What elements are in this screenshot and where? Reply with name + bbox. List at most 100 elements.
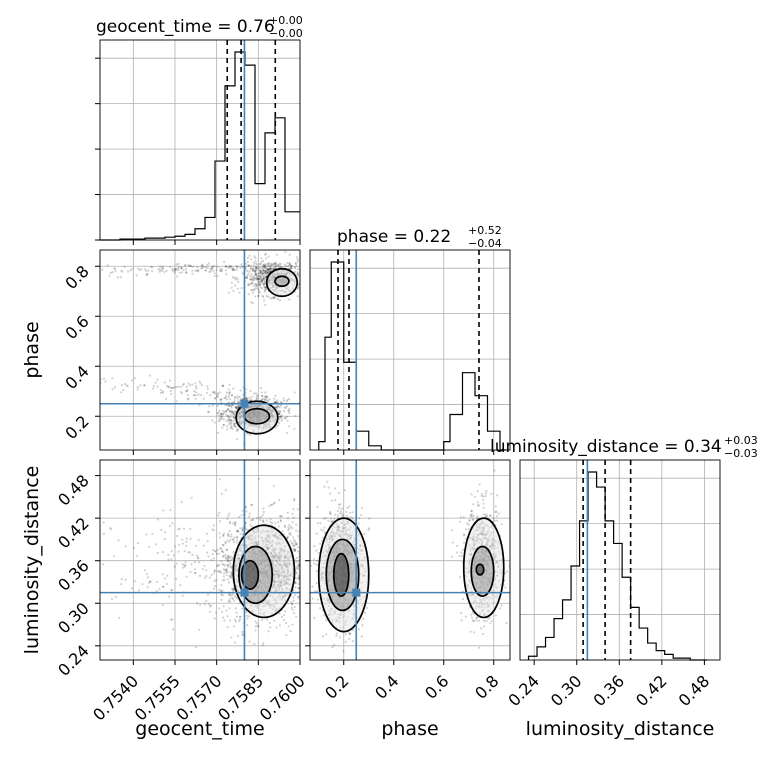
sample-point [235, 536, 239, 540]
sample-point [239, 532, 242, 536]
sample-point [323, 614, 326, 617]
sample-point [269, 268, 272, 272]
sample-point [352, 628, 355, 631]
sample-point [358, 517, 361, 520]
sample-point [259, 269, 263, 272]
sample-point [218, 511, 221, 514]
sample-point [239, 615, 242, 618]
sample-point [119, 276, 122, 279]
sample-point [315, 570, 318, 573]
sample-point [224, 265, 227, 268]
sample-point [190, 563, 193, 566]
sample-point [173, 386, 176, 389]
sample-point [225, 425, 228, 428]
sample-point [234, 521, 237, 524]
sample-point [271, 264, 274, 267]
sample-point [202, 397, 205, 400]
sample-point [234, 406, 238, 409]
sample-point [361, 624, 364, 627]
sample-point [278, 422, 281, 425]
sample-point [132, 547, 135, 550]
sample-point [246, 617, 249, 620]
sample-point [224, 489, 227, 492]
sample-point [289, 533, 292, 537]
sample-point [171, 618, 174, 621]
sample-point [301, 595, 303, 597]
sample-point [261, 278, 264, 281]
sample-point [272, 263, 275, 266]
sample-point [329, 513, 332, 516]
sample-point [297, 286, 300, 289]
sample-point [225, 569, 228, 572]
sample-point [162, 585, 165, 588]
sample-point [239, 527, 242, 530]
sample-point [254, 287, 257, 290]
sample-point [120, 583, 123, 586]
sample-point [102, 377, 106, 380]
sample-point [232, 625, 236, 628]
sample-point [315, 563, 319, 566]
sample-point [222, 555, 225, 558]
sample-point [261, 519, 264, 522]
sample-point [210, 268, 213, 271]
sample-point [331, 645, 334, 649]
sample-point [233, 425, 236, 428]
sample-point [245, 510, 248, 513]
contour-line [274, 275, 290, 288]
x-tick-label: 0.7540 [89, 671, 142, 724]
sample-point [257, 477, 260, 480]
sample-point [259, 271, 262, 274]
sample-point [213, 272, 216, 275]
sample-point [258, 277, 261, 280]
sample-point [292, 536, 295, 539]
sample-point [263, 281, 266, 284]
sample-point [296, 258, 299, 261]
sample-point [267, 268, 270, 271]
sample-point [311, 575, 313, 577]
sample-point [225, 410, 228, 413]
sample-point [261, 395, 264, 398]
sample-point [219, 571, 222, 574]
sample-point [238, 515, 241, 519]
sample-point [284, 417, 287, 420]
sample-point [259, 275, 262, 279]
sample-point [92, 546, 94, 548]
sample-point [229, 576, 233, 579]
sample-point [146, 586, 149, 589]
sample-point [255, 398, 258, 401]
sample-point [216, 265, 219, 268]
sample-point [217, 552, 221, 555]
sample-point [288, 253, 291, 256]
sample-point [266, 268, 269, 271]
sample-point [120, 269, 123, 272]
sample-point [213, 275, 216, 278]
sample-point [165, 384, 169, 388]
sample-point [212, 391, 215, 394]
sample-point [368, 517, 371, 520]
sample-point [210, 558, 213, 562]
sample-point [222, 533, 225, 537]
sample-point [268, 267, 271, 270]
sample-point [230, 535, 233, 538]
sample-point [327, 519, 330, 522]
sample-point [211, 265, 214, 268]
sample-point [210, 573, 213, 577]
sample-point [184, 264, 187, 267]
sample-point [163, 270, 166, 273]
sample-point [277, 412, 280, 415]
sample-point [262, 520, 265, 523]
sample-point [293, 427, 296, 430]
hist-bar [656, 651, 665, 660]
sample-point [274, 394, 277, 397]
sample-point [301, 584, 303, 586]
sample-point [263, 285, 266, 288]
sample-point [327, 486, 330, 489]
sample-point [108, 274, 111, 277]
sample-point [279, 410, 282, 413]
sample-point [257, 294, 260, 297]
sample-point [230, 636, 233, 639]
sample-point [278, 499, 281, 502]
sample-point [219, 415, 222, 418]
ylabel-phase: phase [21, 321, 43, 378]
sample-point [240, 287, 243, 290]
